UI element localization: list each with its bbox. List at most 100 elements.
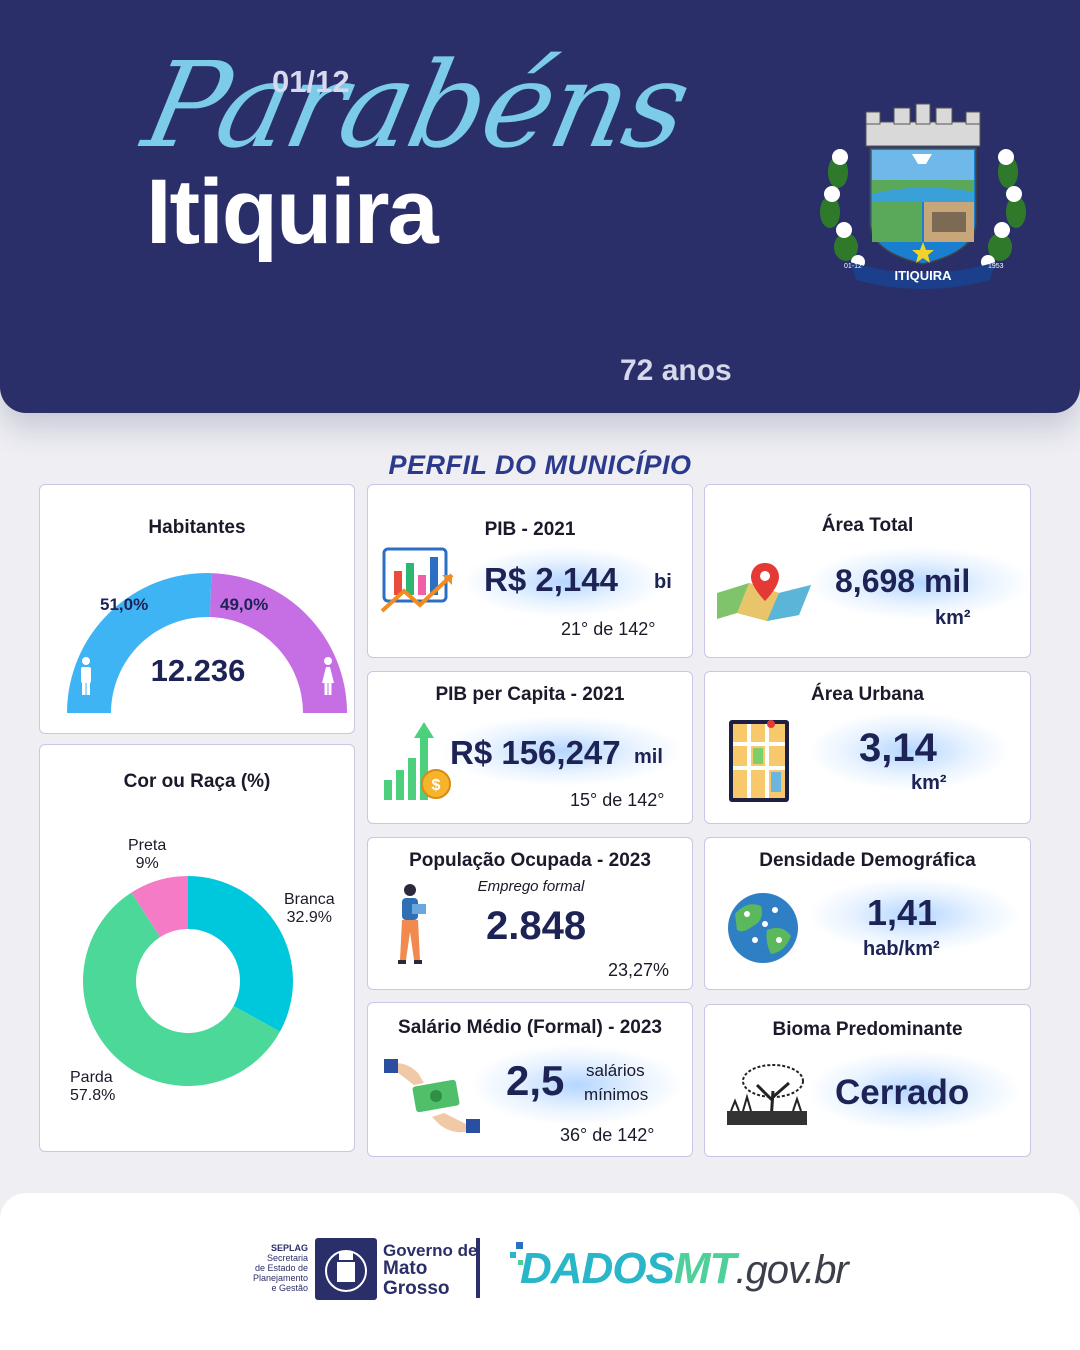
emblem-left-date: 01-12 — [844, 263, 862, 270]
mato-grosso-seal-icon — [315, 1238, 377, 1300]
pib-rank: 21° de 142° — [561, 619, 656, 639]
seplag-line: de Estado de — [254, 1263, 308, 1273]
female-icon — [322, 657, 334, 695]
seplag-line: SEPLAG — [270, 1243, 308, 1253]
governo-mato-grosso-logo: Governo de Mato Grosso — [383, 1242, 477, 1299]
card-habitantes: Habitantes 51,0% 49,0% 12.236 — [39, 484, 355, 734]
card-title: População Ocupada - 2023 — [409, 850, 651, 871]
seplag-line: e Gestão — [271, 1283, 308, 1293]
card-title: PIB - 2021 — [484, 519, 576, 540]
emblem-ribbon — [850, 262, 996, 289]
label-parda-name: Parda — [70, 1069, 113, 1086]
star-icon — [912, 242, 934, 263]
cotton-branch-left — [820, 156, 858, 261]
salario-unit-line1: salários — [586, 1061, 645, 1080]
seplag-line: Planejamento — [252, 1273, 308, 1283]
globe-people-icon — [728, 893, 798, 963]
worker-icon — [398, 884, 426, 964]
pib-capita-value: R$ 156,247 — [450, 734, 621, 771]
gov-line: Mato — [383, 1258, 428, 1279]
govbr-text: .gov.br — [735, 1248, 848, 1292]
value-glow — [809, 547, 1029, 619]
populacao-subtitle: Emprego formal — [477, 878, 585, 895]
dados-dots-icon — [510, 1242, 523, 1265]
card-title: Área Total — [821, 515, 914, 536]
label-parda: Parda 57.8% — [70, 1069, 115, 1105]
growth-coin-icon: $ — [384, 722, 451, 800]
area-total-unit: km² — [935, 607, 971, 629]
value-glow — [442, 716, 682, 786]
bar-chart-icon — [380, 547, 454, 613]
diamond-icon — [912, 154, 932, 164]
years-label: 72 anos — [620, 354, 732, 387]
populacao-pct: 23,27% — [608, 960, 670, 980]
gov-line: Governo de — [383, 1241, 478, 1260]
card-pib: PIB - 2021 R$ 2,144 bi 21° de 142° — [367, 484, 693, 658]
area-urbana-unit: km² — [911, 772, 947, 794]
label-branca-name: Branca — [284, 891, 335, 908]
dados-text: DADOS — [520, 1244, 675, 1293]
gauge-female-arc — [210, 573, 347, 713]
card-populacao: População Ocupada - 2023 Emprego formal … — [367, 837, 693, 990]
city-title: Itiquira — [146, 161, 439, 263]
card-area-urbana: Área Urbana 3,14 km² — [704, 671, 1031, 824]
seplag-logo-text: SEPLAG Secretaria de Estado de Planejame… — [252, 1243, 308, 1293]
populacao-value: 2.848 — [486, 904, 587, 948]
densidade-unit: hab/km² — [863, 938, 940, 960]
section-title: PERFIL DO MUNICÍPIO — [388, 450, 692, 480]
race-donut-chart — [83, 876, 293, 1086]
card-area-total: Área Total 8,698 mil km² — [704, 484, 1031, 658]
gauge-male-arc — [67, 573, 212, 713]
emblem-right-year: 1953 — [988, 263, 1004, 270]
value-glow — [472, 1045, 682, 1125]
svg-text:$: $ — [432, 777, 441, 794]
map-pin-icon — [717, 563, 811, 621]
donut-slice-parda — [83, 892, 281, 1086]
gov-line: Grosso — [383, 1278, 450, 1299]
label-preta-value: 9% — [135, 855, 159, 872]
pib-capita-unit: mil — [634, 746, 663, 768]
footer-divider — [476, 1238, 480, 1298]
label-branca: Branca 32.9% — [284, 891, 335, 927]
value-glow — [809, 1051, 1019, 1131]
card-pib-capita: PIB per Capita - 2021 $ R$ 156,247 mil 1… — [367, 671, 693, 824]
value-glow — [809, 712, 1009, 790]
card-salario: Salário Médio (Formal) - 2023 2,5 salári… — [367, 1002, 693, 1157]
cotton-branch-right — [988, 156, 1026, 261]
money-hands-icon — [384, 1059, 480, 1133]
male-pct-label: 51,0% — [100, 595, 149, 614]
densidade-value: 1,41 — [867, 892, 938, 933]
area-total-value: 8,698 mil — [835, 563, 971, 599]
card-bioma: Bioma Predominante Cerrado — [704, 1004, 1031, 1157]
card-title: PIB per Capita - 2021 — [435, 684, 625, 705]
coat-of-arms-emblem: ITIQUIRA 01-12 1953 — [820, 103, 1026, 289]
pib-value: R$ 2,144 — [484, 561, 618, 598]
pib-unit: bi — [654, 571, 672, 593]
female-pct-label: 49,0% — [220, 595, 269, 614]
dadosmt-logo[interactable]: DADOSMT.gov.br — [520, 1244, 849, 1294]
salario-rank: 36° de 142° — [560, 1125, 655, 1145]
habitantes-total: 12.236 — [150, 653, 246, 688]
mural-crown — [865, 103, 981, 147]
seplag-line: Secretaria — [266, 1253, 308, 1263]
card-title: Cor ou Raça (%) — [123, 771, 271, 792]
anniversary-date: 01/12 — [272, 64, 350, 99]
bioma-value: Cerrado — [835, 1073, 970, 1112]
label-parda-value: 57.8% — [70, 1087, 116, 1104]
area-urbana-value: 3,14 — [859, 726, 937, 770]
value-glow — [809, 878, 1019, 952]
footer — [0, 1193, 1080, 1350]
script-title: Parabéns — [133, 36, 700, 174]
emblem-banner-text: ITIQUIRA — [894, 268, 952, 283]
card-title: Bioma Predominante — [772, 1019, 963, 1040]
value-glow — [464, 547, 664, 617]
card-title: Densidade Demográfica — [759, 850, 976, 871]
label-preta-name: Preta — [128, 837, 167, 854]
card-title: Área Urbana — [811, 684, 924, 705]
donut-slice-preta — [131, 876, 188, 938]
cerrado-tree-icon — [727, 1064, 807, 1125]
card-cor-raca: Cor ou Raça (%) Preta 9% Branca 32.9% Pa… — [39, 744, 355, 1152]
label-preta: Preta 9% — [128, 837, 166, 873]
card-densidade: Densidade Demográfica 1,41 hab/km² — [704, 837, 1031, 990]
male-icon — [81, 657, 91, 695]
